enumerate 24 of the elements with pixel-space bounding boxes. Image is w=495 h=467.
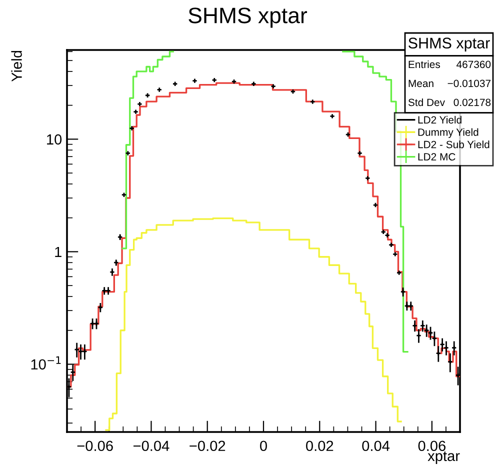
legend-label: LD2 - Sub Yield: [418, 140, 490, 148]
x-tick-label: 0.02: [306, 440, 334, 452]
chart-title: SHMS xptar: [188, 8, 308, 28]
annotation: 0.02178: [454, 98, 491, 106]
legend-label: LD2 MC: [418, 153, 456, 161]
x-axis-title: xptar: [428, 452, 460, 464]
legend-label: Dummy Yield: [418, 128, 478, 138]
x-tick-label: −0.04: [133, 440, 170, 452]
x-tick-label: −0.06: [77, 440, 113, 452]
annotation: Mean: [408, 80, 434, 88]
annotation: SHMS xptar: [408, 38, 490, 52]
y-tick-label: 10$^{−1}$: [31, 356, 61, 370]
x-tick-label: 0.06: [418, 440, 446, 452]
annotation: Std Dev: [408, 98, 445, 106]
x-tick-label: 0: [260, 440, 267, 452]
y-tick-label: 1: [55, 246, 62, 257]
legend-label: LD2 Yield: [418, 116, 462, 124]
x-tick-label: −0.02: [190, 440, 226, 452]
annotation: 467360: [456, 60, 491, 68]
annotation: Entries: [408, 60, 440, 68]
y-tick-label: 10: [47, 134, 62, 145]
y-axis-title: Yield: [11, 50, 22, 82]
x-tick-label: 0.04: [362, 440, 390, 452]
annotation: −0.01037: [448, 80, 490, 88]
